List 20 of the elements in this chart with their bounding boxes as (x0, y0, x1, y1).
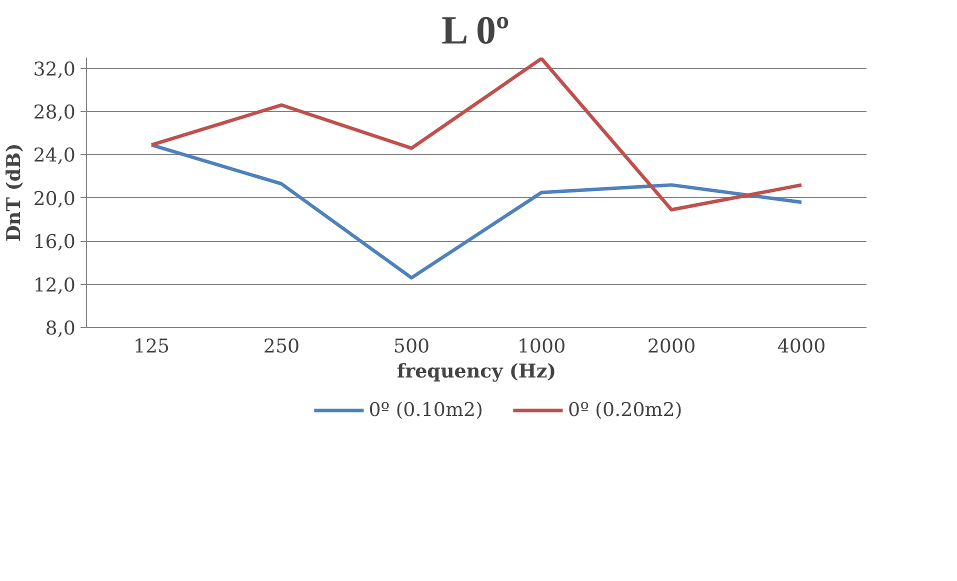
y-tick-label: 8,0 (45, 318, 76, 340)
y-tick-label: 16,0 (33, 231, 76, 254)
line-series (150, 143, 804, 280)
y-tick-label: 20,0 (33, 188, 76, 210)
chart-title: L 0º (442, 8, 510, 52)
x-tick-label: 4000 (777, 336, 826, 358)
x-tick-label: 2000 (647, 336, 696, 358)
y-tick-label: 12,0 (33, 274, 76, 296)
x-tick-label: 500 (393, 336, 430, 358)
y-tick-label: 24,0 (33, 144, 76, 167)
y-tick-label: 28,0 (33, 102, 76, 124)
x-tick-label: 125 (133, 336, 170, 358)
x-tick-label: 1000 (517, 336, 566, 358)
line-series (150, 58, 804, 212)
legend-label: 0º (0.20m2) (568, 399, 682, 421)
legend-label: 0º (0.10m2) (368, 399, 483, 421)
y-axis-title: DnT (dB) (3, 143, 26, 242)
y-tick-label: 32,0 (33, 58, 76, 80)
x-axis-title: frequency (Hz) (396, 360, 556, 382)
x-tick-label: 250 (263, 336, 300, 358)
